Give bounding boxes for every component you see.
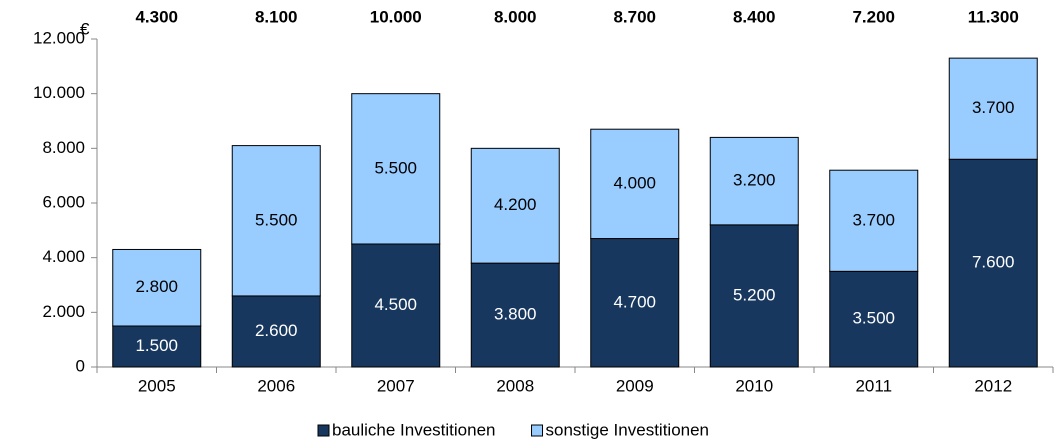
value-label: 3.700 bbox=[852, 210, 895, 229]
y-tick-label: 2.000 bbox=[42, 302, 85, 321]
total-label: 7.200 bbox=[852, 7, 895, 26]
bar-segment bbox=[112, 325, 202, 368]
value-label: 5.500 bbox=[255, 210, 298, 229]
bar-segment bbox=[351, 243, 441, 368]
total-label: 4.300 bbox=[135, 7, 178, 26]
value-label: 4.000 bbox=[613, 173, 656, 192]
x-tick-label: 2007 bbox=[377, 376, 415, 395]
bar-segment bbox=[231, 145, 321, 297]
total-label: 8.400 bbox=[733, 7, 776, 26]
x-tick-label: 2011 bbox=[855, 376, 892, 395]
value-label: 3.800 bbox=[494, 305, 537, 324]
value-label: 3.700 bbox=[972, 98, 1015, 117]
value-label: 5.500 bbox=[374, 158, 417, 177]
value-label: 2.800 bbox=[135, 277, 178, 296]
y-tick-label: 10.000 bbox=[33, 83, 85, 102]
bar-segment bbox=[829, 169, 919, 272]
bar-segment bbox=[709, 224, 799, 368]
bar-segment bbox=[948, 158, 1038, 368]
value-label: 1.500 bbox=[135, 336, 178, 355]
value-label: 4.200 bbox=[494, 195, 537, 214]
total-label: 8.000 bbox=[494, 7, 537, 26]
x-tick-label: 2008 bbox=[496, 376, 534, 395]
bar-segment bbox=[829, 270, 919, 368]
y-unit: € bbox=[80, 19, 90, 38]
legend-swatch bbox=[317, 424, 330, 437]
y-tick-label: 12.000 bbox=[33, 28, 85, 47]
value-label: 5.200 bbox=[733, 285, 776, 304]
bar-segment bbox=[709, 136, 799, 226]
y-tick-label: 6.000 bbox=[42, 192, 85, 211]
bar-segment bbox=[470, 147, 560, 264]
legend-label: sonstige Investitionen bbox=[546, 420, 710, 439]
x-tick-label: 2006 bbox=[257, 376, 295, 395]
y-tick-label: 0 bbox=[76, 356, 85, 375]
total-label: 10.000 bbox=[370, 7, 422, 26]
total-label: 11.300 bbox=[968, 7, 1019, 26]
bar-segment bbox=[231, 295, 321, 368]
bar-segment bbox=[112, 248, 202, 327]
y-tick-label: 8.000 bbox=[42, 138, 85, 157]
bar-segment bbox=[470, 262, 560, 368]
value-label: 2.600 bbox=[255, 321, 298, 340]
value-label: 3.200 bbox=[733, 171, 776, 190]
bar-segment bbox=[590, 128, 680, 240]
y-tick-label: 4.000 bbox=[42, 247, 85, 266]
bar-segment bbox=[351, 93, 441, 245]
x-tick-label: 2012 bbox=[974, 376, 1012, 395]
bar-segment bbox=[948, 57, 1038, 160]
bar-segment bbox=[590, 238, 680, 368]
total-label: 8.700 bbox=[613, 7, 656, 26]
value-label: 3.500 bbox=[852, 309, 895, 328]
value-label: 4.700 bbox=[613, 292, 656, 311]
legend-label: bauliche Investitionen bbox=[332, 420, 496, 439]
total-label: 8.100 bbox=[255, 7, 298, 26]
legend-swatch bbox=[531, 424, 544, 437]
x-tick-label: 2009 bbox=[616, 376, 654, 395]
value-label: 4.500 bbox=[374, 295, 417, 314]
value-label: 7.600 bbox=[972, 253, 1015, 272]
x-tick-label: 2010 bbox=[735, 376, 773, 395]
x-tick-label: 2005 bbox=[138, 376, 176, 395]
